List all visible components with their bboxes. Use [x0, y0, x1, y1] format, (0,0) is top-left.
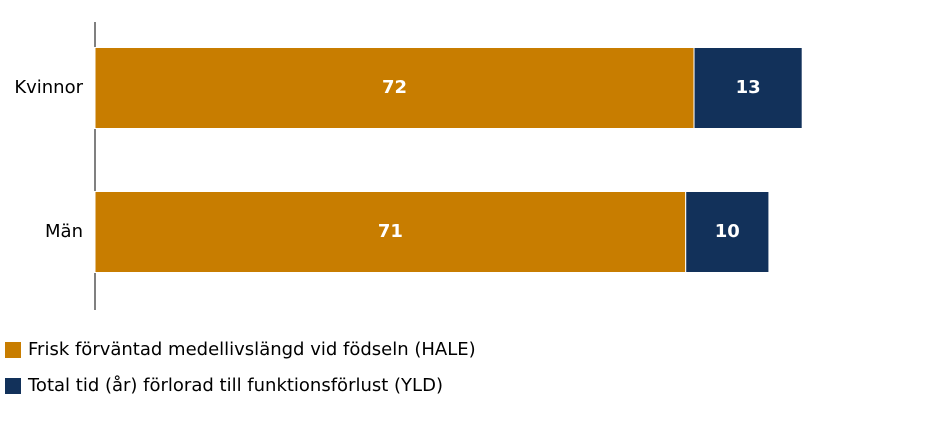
legend-label: Total tid (år) förlorad till funktionsfö… [27, 375, 443, 396]
value-label: 71 [378, 221, 403, 242]
legend-swatch [5, 342, 21, 358]
bar-segment [693, 47, 803, 129]
y-tick-label: Kvinnor [14, 77, 83, 98]
y-tick-label: Män [45, 221, 83, 242]
value-label: 10 [715, 221, 740, 242]
bar-segment [685, 191, 770, 273]
legend-swatch [5, 378, 21, 394]
bar-segment [94, 191, 687, 273]
value-label: 72 [382, 77, 407, 98]
value-label: 13 [736, 77, 761, 98]
bar-segment [94, 47, 695, 129]
legend-label: Frisk förväntad medellivslängd vid födse… [28, 339, 476, 360]
